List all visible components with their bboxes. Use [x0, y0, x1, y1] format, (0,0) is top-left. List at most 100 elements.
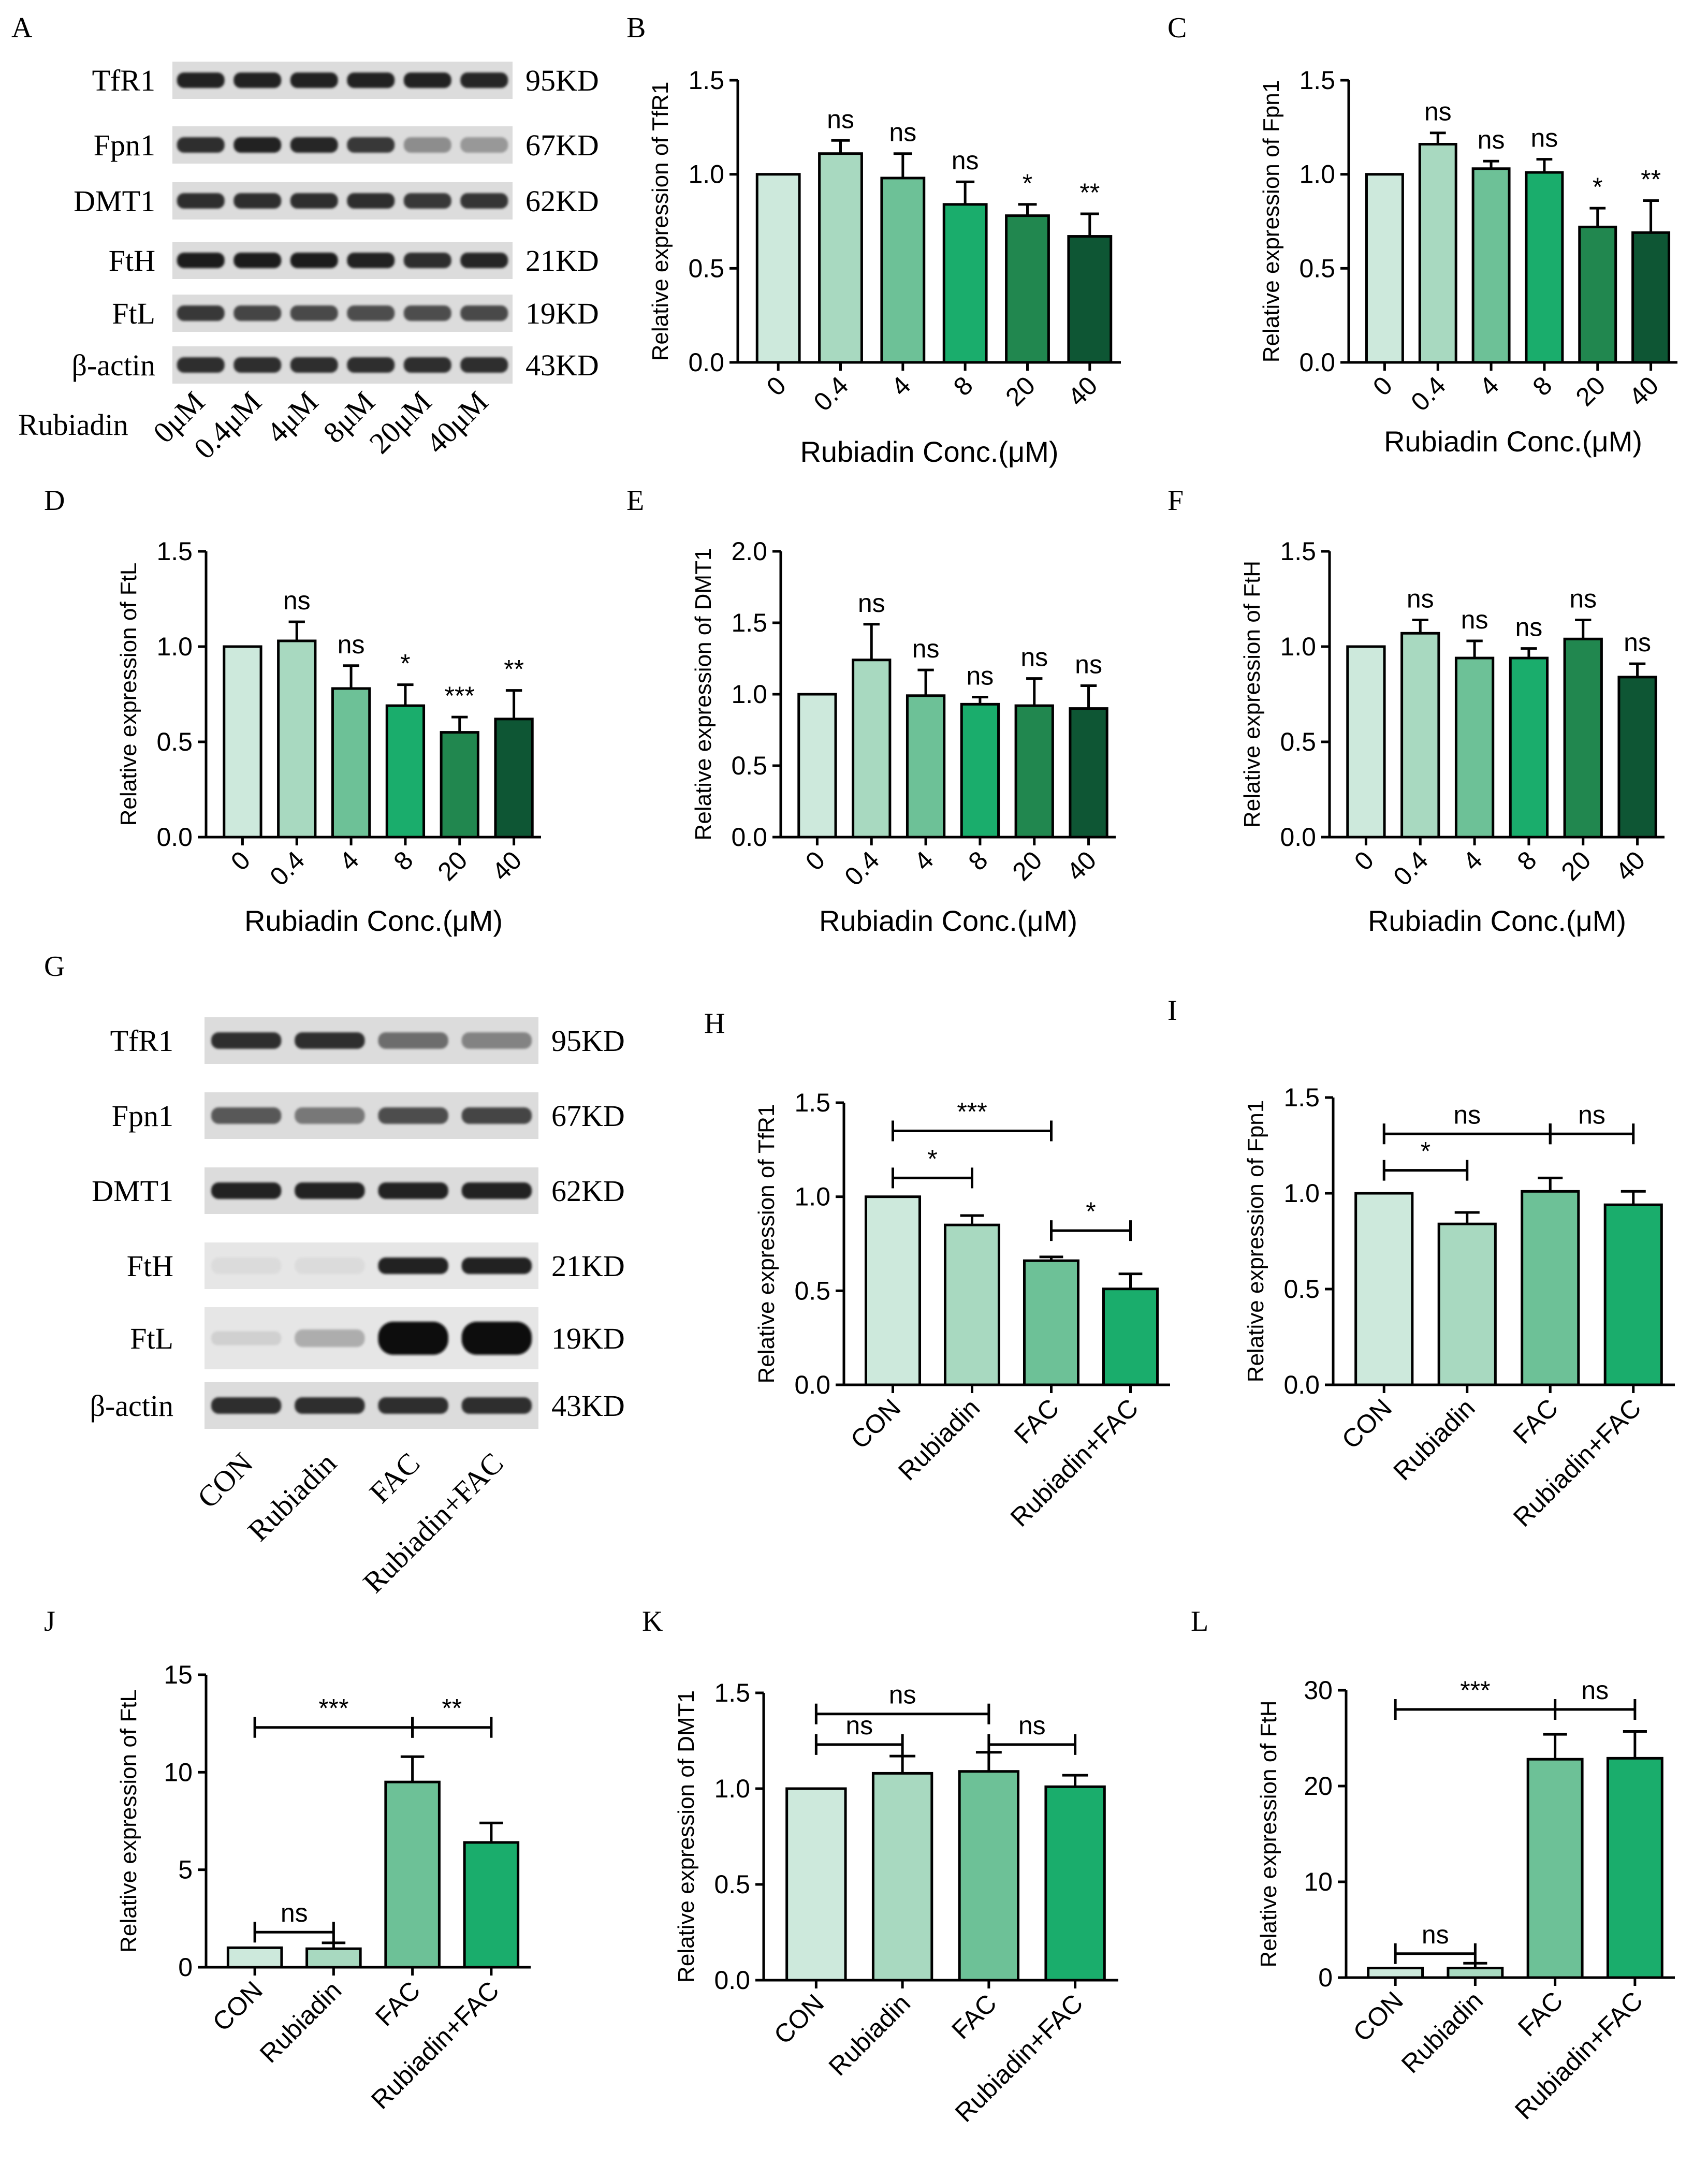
significance-label: **	[504, 655, 524, 684]
x-tick-label: 40	[486, 845, 527, 886]
x-tick-label: 8	[388, 845, 418, 876]
x-tick-label: 4	[334, 845, 364, 876]
blot-g-band	[461, 1257, 532, 1274]
x-tick-label: FAC	[1009, 1393, 1064, 1449]
significance-label: ns	[889, 118, 916, 147]
significance-bracket	[1554, 1699, 1637, 1720]
bar	[818, 152, 863, 364]
blot-g-band	[295, 1397, 365, 1414]
significance-label: ns	[281, 1898, 308, 1927]
panel-letter-a: A	[11, 12, 33, 44]
x-axis-label: Rubiadin Conc.(μM)	[819, 904, 1077, 937]
x-tick-label: 20	[1000, 371, 1041, 412]
significance-label: ns	[1424, 97, 1452, 126]
blot-a-protein-label: TfR1	[92, 64, 155, 97]
significance-label: ns	[1581, 1676, 1609, 1705]
western-blot-g: G TfR1 95KD Fpn1 67KD DMT1 62KD FtH 21KD FtL 19KD…	[44, 950, 625, 1599]
blot-g-protein-label: FtL	[130, 1322, 173, 1355]
y-axis-label: Relative expression of FtH	[1256, 1701, 1281, 1968]
x-tick-label: 0	[1367, 371, 1398, 401]
bar	[1044, 1785, 1106, 1982]
y-tick-label: 1.0	[1299, 160, 1335, 189]
y-tick-label: 30	[1304, 1676, 1333, 1705]
bar	[1365, 173, 1404, 364]
blot-a-band	[403, 193, 451, 209]
bar	[871, 1772, 933, 1982]
blot-g-band	[211, 1107, 282, 1124]
y-tick-label: 1.0	[714, 1774, 750, 1803]
blot-g-band	[461, 1107, 532, 1124]
x-tick-label: 40	[1061, 845, 1102, 886]
blot-a-band	[233, 72, 282, 88]
blot-g-band	[295, 1257, 365, 1274]
blot-a-band	[290, 357, 338, 373]
bar	[226, 1946, 283, 1969]
x-tick-label: Rubiadin	[823, 1988, 916, 2081]
significance-label: ns	[1453, 1100, 1481, 1129]
significance-label: ns	[1578, 1100, 1605, 1129]
bar	[385, 704, 426, 839]
bar	[1005, 214, 1050, 364]
y-axis-label: Relative expression of FtL	[116, 563, 141, 826]
blot-a-band	[460, 305, 508, 321]
x-tick-label: CON	[845, 1393, 906, 1454]
bar	[942, 203, 988, 364]
x-tick-label: FAC	[946, 1988, 1002, 2044]
bar	[384, 1780, 441, 1969]
significance-label: ns	[1075, 650, 1102, 679]
x-axis-label: Rubiadin Conc.(μM)	[244, 904, 503, 937]
blot-g-lane-label: CON	[191, 1446, 259, 1515]
blot-a-membrane-strip	[172, 126, 513, 164]
blot-g-size-label: 95KD	[551, 1024, 625, 1058]
panel-letter-l: L	[1191, 1605, 1208, 1637]
significance-label: ns	[912, 634, 940, 663]
x-tick-label: 0	[761, 371, 792, 401]
y-tick-label: 0.5	[1280, 727, 1316, 756]
chart-c: C 0.0 0.5 1.0 1.5 Relative expression of Fpn1…	[1167, 12, 1677, 458]
blot-g-size-label: 21KD	[551, 1249, 625, 1283]
y-tick-label: 0.0	[1299, 348, 1335, 377]
blot-g-band	[295, 1329, 365, 1347]
significance-bracket	[253, 1922, 335, 1943]
bar	[494, 718, 534, 839]
blot-a-band	[290, 72, 338, 88]
significance-label: **	[442, 1694, 462, 1723]
x-axis-label: Rubiadin Conc.(μM)	[1368, 904, 1626, 937]
y-tick-label: 1.5	[156, 537, 193, 566]
x-tick-label: CON	[1348, 1986, 1409, 2047]
significance-label: ns	[1624, 628, 1651, 657]
bar	[960, 703, 1000, 839]
significance-bracket	[987, 1734, 1077, 1755]
y-tick-label: 5	[178, 1855, 193, 1884]
blot-g-band	[211, 1182, 282, 1199]
significance-bracket	[814, 1734, 904, 1755]
y-tick-label: 1.5	[688, 66, 724, 95]
blot-a-band	[290, 137, 338, 153]
bar	[1521, 1190, 1580, 1386]
blot-a-band	[460, 72, 508, 88]
blot-g-band	[378, 1322, 448, 1355]
panel-letter-g: G	[44, 950, 65, 983]
blot-a-lane-label: 20μM	[362, 385, 437, 460]
bar	[1447, 1967, 1504, 1979]
blot-g-band	[461, 1397, 532, 1414]
significance-label: **	[1079, 178, 1100, 207]
y-tick-label: 0.0	[688, 348, 724, 377]
y-tick-label: 0.5	[1299, 254, 1335, 283]
blot-a-band	[347, 193, 395, 209]
bar	[1418, 143, 1457, 364]
bar	[864, 1195, 922, 1386]
blot-a-lane-label: 40μM	[419, 385, 494, 460]
y-tick-label: 0.5	[794, 1276, 830, 1305]
blot-a-band	[233, 305, 282, 321]
blot-a-band	[460, 193, 508, 209]
x-axis-label: Rubiadin Conc.(μM)	[800, 435, 1058, 468]
bar	[755, 173, 801, 364]
x-tick-label: FAC	[1508, 1393, 1564, 1449]
bar	[1617, 676, 1657, 839]
x-tick-label: 40	[1062, 371, 1103, 412]
bar	[943, 1223, 1001, 1386]
y-tick-label: 1.5	[1283, 1083, 1320, 1112]
significance-bracket	[411, 1717, 493, 1738]
significance-label: ***	[445, 681, 475, 710]
